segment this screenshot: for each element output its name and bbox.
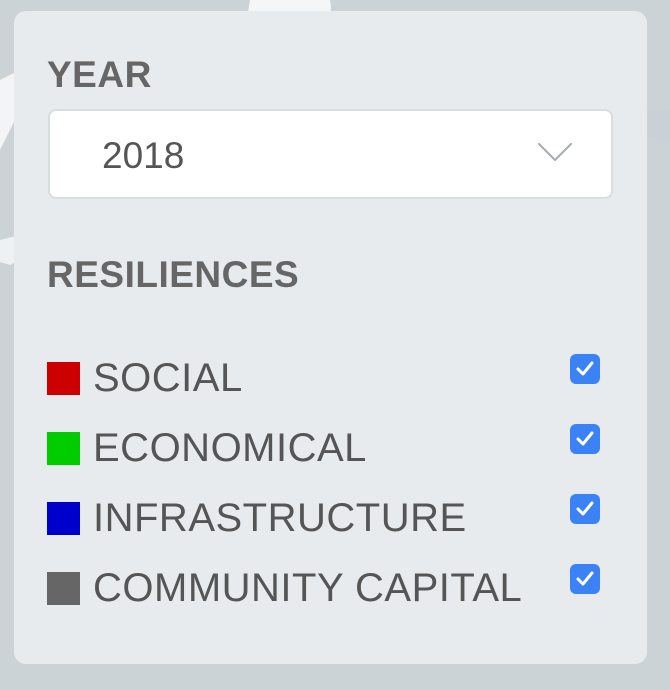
economical-checkbox[interactable] [570,424,600,454]
infrastructure-checkbox[interactable] [570,494,600,524]
legend-row-economical: ECONOMICAL [47,424,607,474]
year-select-value: 2018 [102,135,185,176]
year-heading: YEAR [47,54,152,95]
legend-row-community-capital: COMMUNITY CAPITAL [47,564,607,614]
checkmark-icon [576,571,594,586]
checkmark-icon [576,431,594,446]
social-label: SOCIAL [93,356,243,400]
checkmark-icon [576,361,594,376]
social-color-swatch [47,362,80,395]
checkmark-icon [576,501,594,516]
infrastructure-label: INFRASTRUCTURE [93,496,467,540]
economical-color-swatch [47,432,80,465]
social-checkbox[interactable] [570,354,600,384]
year-select[interactable]: 2018 [48,109,613,199]
community-capital-label: COMMUNITY CAPITAL [93,566,523,610]
legend-row-social: SOCIAL [47,354,607,404]
infrastructure-color-swatch [47,502,80,535]
chevron-down-icon [537,142,573,162]
filter-panel: YEAR 2018 RESILIENCES SOCIAL ECONOMICAL … [14,11,647,664]
community-capital-color-swatch [47,572,80,605]
legend-row-infrastructure: INFRASTRUCTURE [47,494,607,544]
economical-label: ECONOMICAL [93,426,367,470]
community-capital-checkbox[interactable] [570,564,600,594]
resiliences-heading: RESILIENCES [47,254,300,295]
